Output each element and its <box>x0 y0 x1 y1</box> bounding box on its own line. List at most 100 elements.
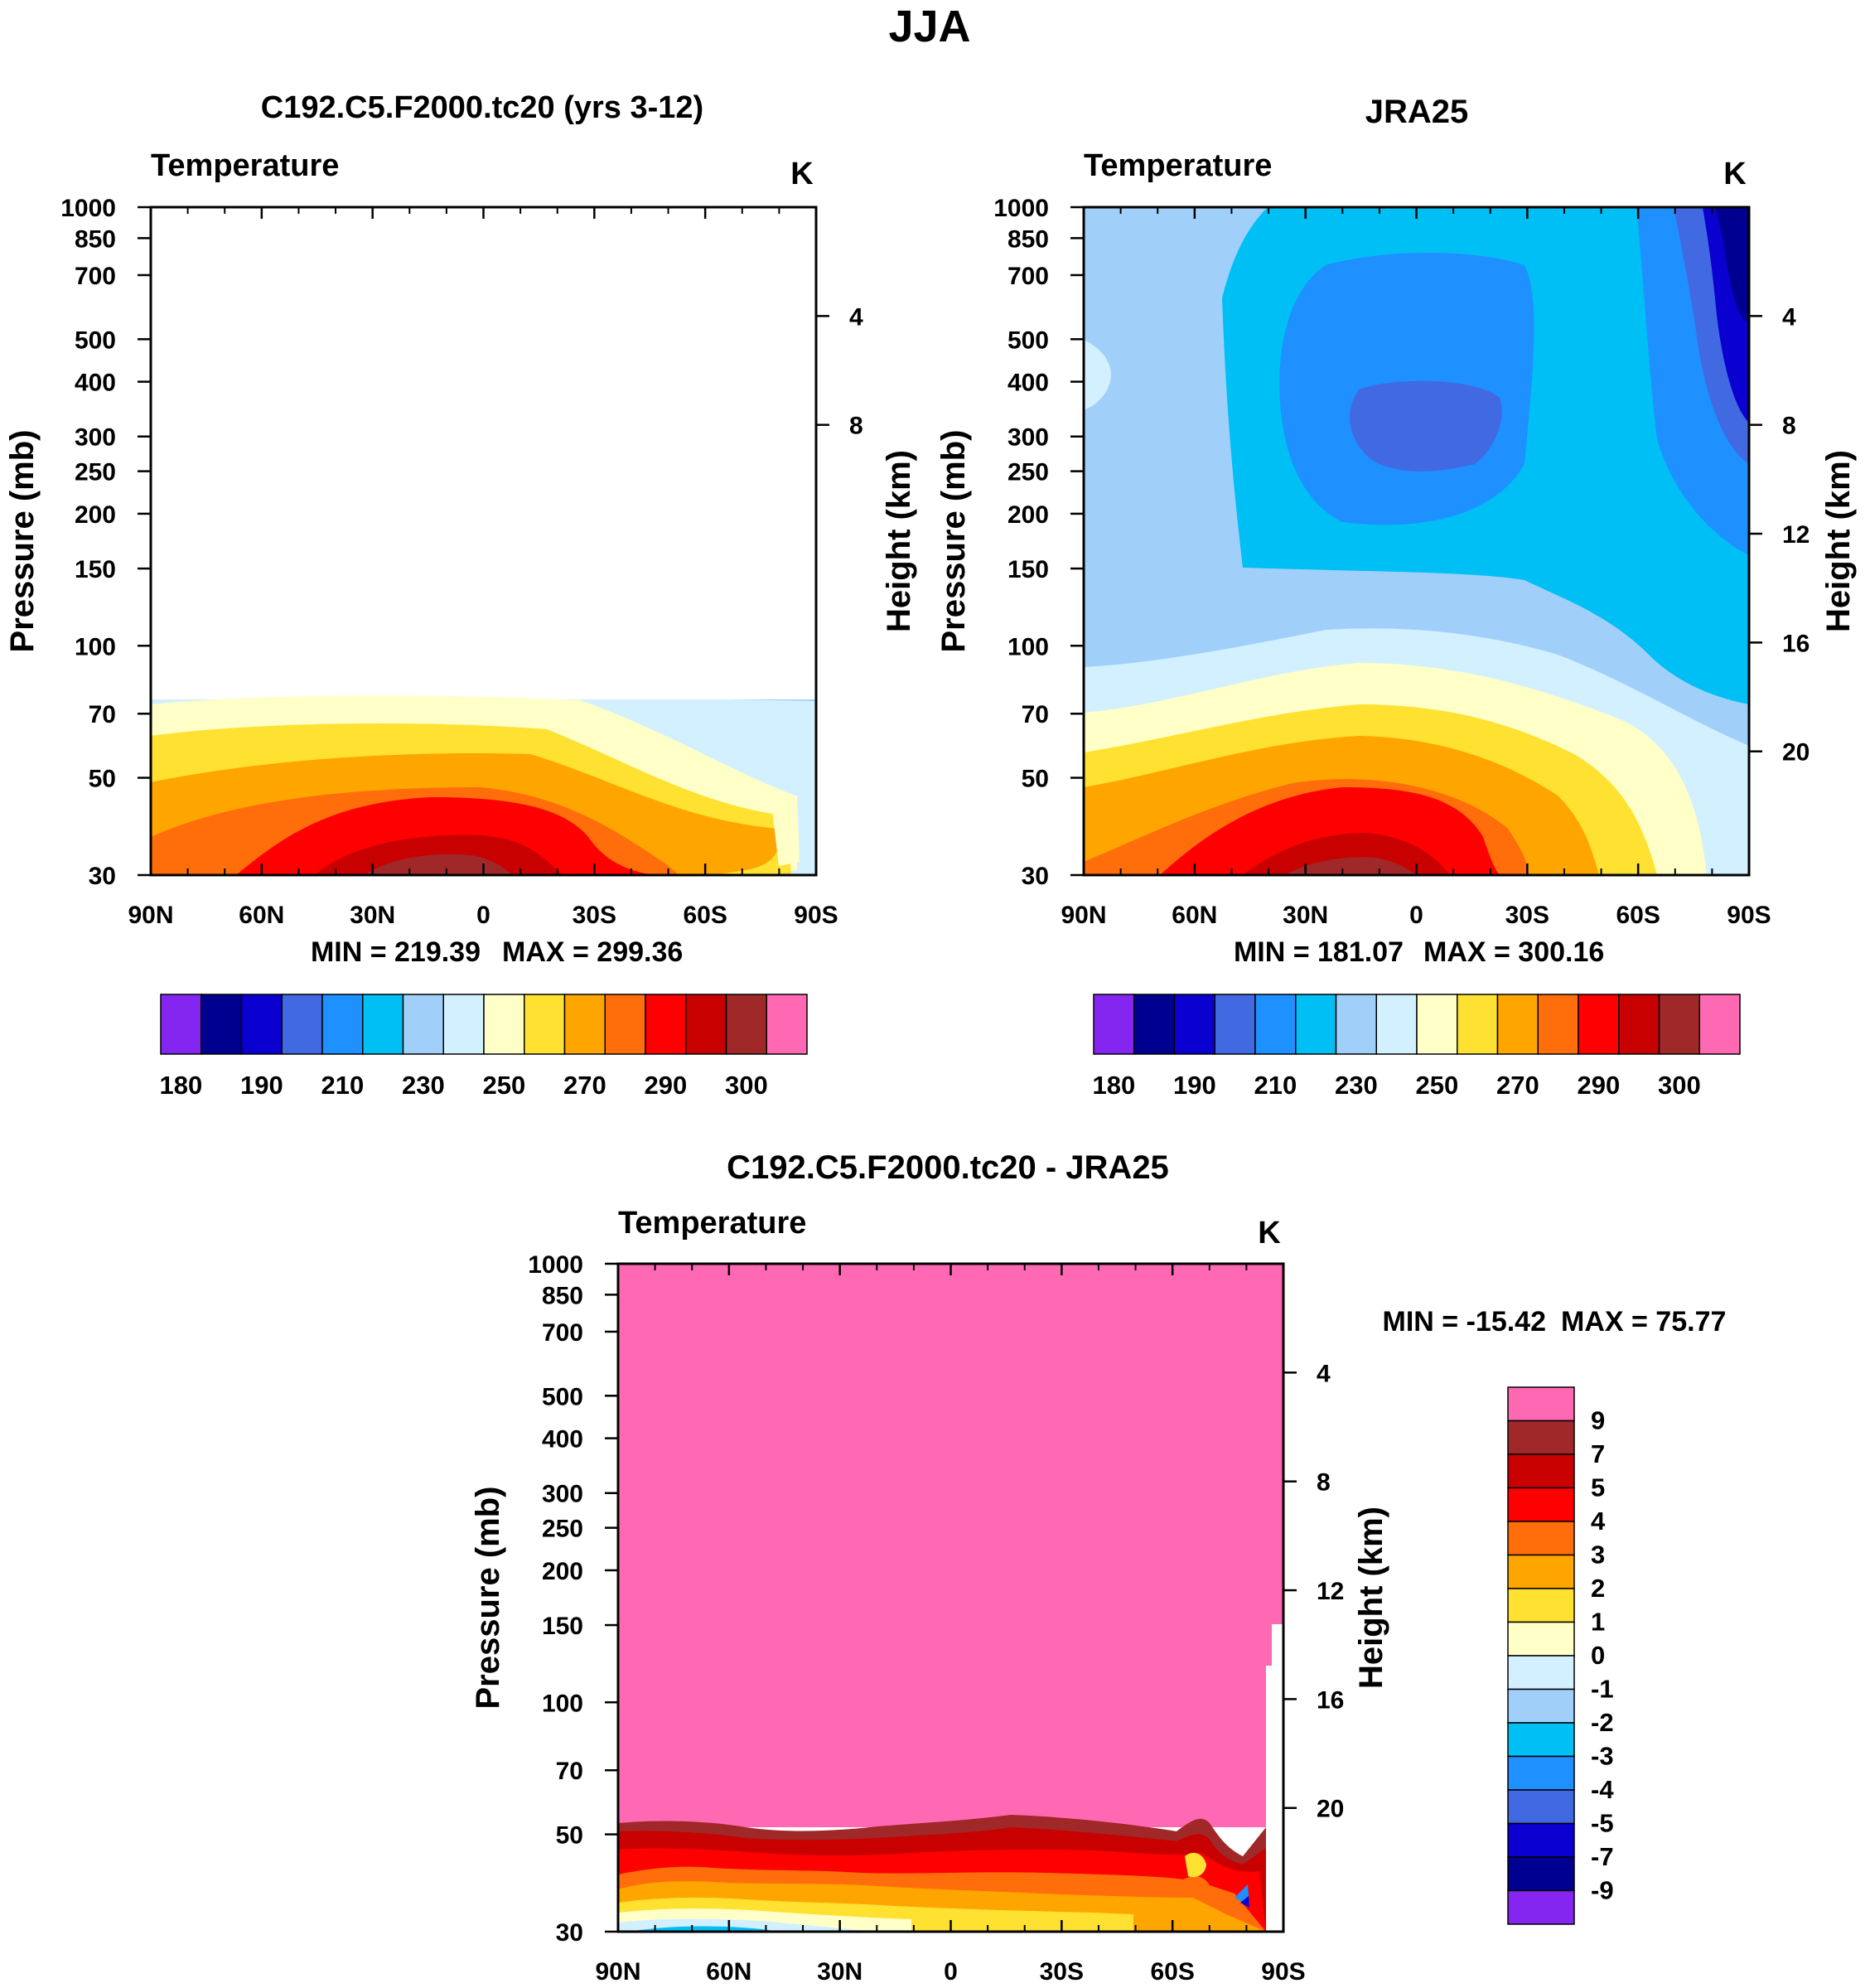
obs-x-tick-label: 60S <box>1616 902 1660 929</box>
diff-y-tick-label: 250 <box>542 1516 583 1543</box>
diff-band-edge-pos <box>1185 1852 1206 1878</box>
diff-x-ticks: 90N 60N 30N 0 30S 60S 90S <box>595 1264 1306 1986</box>
diff-colorbar-swatch <box>1507 1688 1575 1724</box>
obs-y-tick-label: 850 <box>1007 225 1049 253</box>
obs-colorbar-swatch <box>1093 994 1135 1055</box>
diff-x-tick-label: 30N <box>817 1958 863 1986</box>
diff-x-tick-label: 0 <box>944 1958 958 1986</box>
diff-colorbar-label: 3 <box>1591 1541 1605 1570</box>
model-x-tick-label: 30S <box>573 902 616 929</box>
model-colorbar-swatch <box>685 994 727 1055</box>
diff-y-tick-label: 200 <box>542 1558 583 1585</box>
obs-axes: 90N 60N 30N 0 30S 60S 90S 30507010015020025030… <box>993 195 1810 929</box>
model-colorbar-label: 300 <box>725 1071 768 1100</box>
diff-y-tick-label: 100 <box>542 1690 583 1717</box>
obs-x-tick-label: 90N <box>1061 902 1106 929</box>
model-y-axis-label: Pressure (mb) <box>4 430 41 653</box>
diff-colorbar-swatch <box>1507 1386 1575 1422</box>
model-colorbar-swatch <box>524 994 566 1055</box>
obs-y-tick-label: 700 <box>1007 263 1049 290</box>
model-y-tick-label: 100 <box>75 633 116 660</box>
obs-band-190 <box>1715 207 1749 323</box>
diff-colorbar-label: 1 <box>1591 1608 1605 1637</box>
model-colorbar-swatch <box>563 994 606 1055</box>
model-height-tick-label: 8 <box>849 413 863 440</box>
diff-y-tick-label: 700 <box>542 1319 583 1347</box>
obs-y-tick-label: 300 <box>1007 424 1049 452</box>
figure-title: JJA <box>888 2 970 51</box>
diff-variable-label: Temperature <box>618 1206 806 1241</box>
model-y2-axis-label: Height (km) <box>881 450 917 632</box>
model-colorbar-label: 190 <box>240 1071 283 1100</box>
model-y-tick-label: 70 <box>89 701 116 728</box>
obs-colorbar-label: 250 <box>1416 1071 1459 1100</box>
diff-y-tick-label: 300 <box>542 1481 583 1508</box>
diff-max-value: MAX = 75.77 <box>1561 1306 1726 1337</box>
obs-colorbar-swatch <box>1537 994 1579 1055</box>
model-panel: C192.C5.F2000.tc20 (yrs 3-12) Temperatur… <box>4 90 917 1100</box>
obs-y-tick-label: 400 <box>1007 370 1049 397</box>
diff-x-tick-label: 60N <box>706 1958 751 1986</box>
obs-x-ticks: 90N 60N 30N 0 30S 60S 90S <box>1061 207 1771 929</box>
obs-panel: JRA25 Temperature K 90N 60N 30N 0 30S 60S 90S … <box>935 94 1857 1100</box>
model-y-tick-label: 150 <box>75 556 116 583</box>
diff-height-tick-label: 12 <box>1317 1578 1344 1605</box>
model-y-tick-label: 850 <box>75 225 116 253</box>
obs-height-tick-label: 20 <box>1782 739 1810 767</box>
diff-colorbar-label: 0 <box>1591 1641 1605 1670</box>
diff-y2-axis-label: Height (km) <box>1353 1507 1389 1689</box>
model-colorbar-swatch <box>604 994 646 1055</box>
obs-x-tick-label: 30S <box>1505 902 1549 929</box>
diff-colorbar-swatch <box>1507 1454 1575 1489</box>
diff-y-tick-label: 30 <box>556 1919 583 1947</box>
obs-colorbar-swatch <box>1658 994 1700 1055</box>
model-colorbar-swatch <box>240 994 283 1055</box>
model-y-tick-label: 500 <box>75 326 116 354</box>
diff-colorbar-swatch <box>1507 1722 1575 1758</box>
obs-colorbar-swatch <box>1254 994 1297 1055</box>
diff-height-tick-label: 20 <box>1317 1796 1344 1823</box>
model-y-tick-label: 1000 <box>60 195 116 222</box>
diff-y-tick-label: 850 <box>542 1282 583 1309</box>
model-band-edge <box>771 796 800 866</box>
obs-y-tick-label: 70 <box>1022 701 1049 728</box>
diff-height-tick-label: 16 <box>1317 1686 1344 1714</box>
obs-colorbar-label: 230 <box>1335 1071 1378 1100</box>
obs-colorbar-swatch <box>1416 994 1458 1055</box>
obs-y-tick-label: 150 <box>1007 556 1049 583</box>
model-band-300 <box>365 854 514 875</box>
obs-units-label: K <box>1723 157 1747 191</box>
diff-plot-area <box>618 1264 1283 1932</box>
obs-y-ticks: 30 50 70 100 150 200 250 300 400 500 700 850 1000 <box>993 195 1084 890</box>
model-colorbar-label: 230 <box>402 1071 445 1100</box>
model-y-tick-label: 300 <box>75 424 116 452</box>
model-colorbar-swatch <box>321 994 364 1055</box>
diff-band-minus2 <box>630 1926 779 1932</box>
obs-colorbar-label: 210 <box>1254 1071 1297 1100</box>
obs-colorbar-swatch <box>1578 994 1620 1055</box>
model-y-ticks: 30 50 70 100 150 200 250 300 400 500 700 850 1000 <box>60 195 151 890</box>
model-y-tick-label: 400 <box>75 370 116 397</box>
diff-colorbar-label: 9 <box>1591 1406 1605 1435</box>
obs-x-tick-label: 60N <box>1172 902 1217 929</box>
model-colorbar-label: 290 <box>645 1071 688 1100</box>
diff-band-over9 <box>618 1264 1283 1827</box>
diff-y-tick-label: 70 <box>556 1758 583 1785</box>
diff-y-ticks: 30 50 70 100 150 200 250 300 400 500 700 850 1000 <box>528 1251 618 1947</box>
model-height-ticks: 48 <box>816 303 863 440</box>
obs-colorbar-swatch <box>1133 994 1176 1055</box>
model-y-tick-label: 30 <box>89 863 116 890</box>
diff-x-tick-label: 90S <box>1261 1958 1305 1986</box>
obs-height-tick-label: 12 <box>1782 521 1810 549</box>
diff-colorbar-swatch <box>1507 1655 1575 1691</box>
diff-units-label: K <box>1258 1216 1281 1250</box>
model-colorbar-swatch <box>483 994 525 1055</box>
diff-x-tick-label: 30S <box>1040 1958 1084 1986</box>
obs-variable-label: Temperature <box>1084 148 1272 183</box>
obs-height-tick-label: 4 <box>1782 303 1796 331</box>
obs-y-tick-label: 30 <box>1022 863 1049 890</box>
obs-colorbar-swatch <box>1214 994 1256 1055</box>
diff-colorbar-swatch <box>1507 1420 1575 1455</box>
obs-colorbar-swatch <box>1618 994 1660 1055</box>
obs-colorbar-swatch <box>1335 994 1377 1055</box>
